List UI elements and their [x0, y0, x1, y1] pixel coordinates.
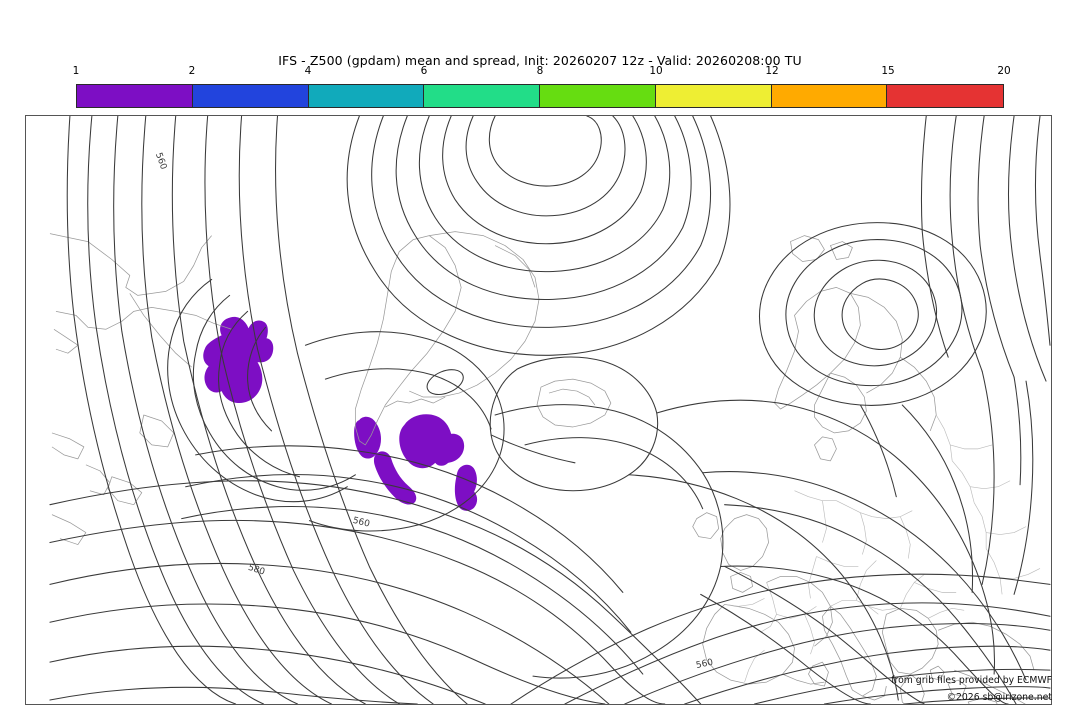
colorbar-segment-4-6 [308, 85, 425, 107]
contour-label-layer: 560 580 560 560 [153, 151, 714, 671]
colorbar-tick-6: 6 [420, 65, 428, 77]
colorbar-tick-12: 12 [765, 65, 779, 77]
map-canvas: 560 580 560 560 [49, 116, 1051, 704]
colorbar-segment-10-12 [655, 85, 772, 107]
colorbar-segment-15-20 [887, 85, 1003, 107]
map-panel: 560 580 560 560 [25, 115, 1052, 705]
colorbar-segment-6-8 [424, 85, 540, 107]
contour-label-560-nw: 560 [153, 151, 168, 171]
page-title: IFS - Z500 (gpdam) mean and spread, Init… [278, 53, 802, 68]
colorbar-segment-1-2 [77, 85, 193, 107]
coastline-layer [49, 231, 1041, 704]
colorbar-segment-12-15 [771, 85, 888, 107]
colorbar-tick-4: 4 [304, 65, 312, 77]
colorbar-tick-20: 20 [997, 65, 1011, 77]
colorbar: 1 2 4 6 8 10 12 15 20 [73, 65, 1011, 108]
spread-shading-layer [203, 316, 478, 511]
spread-region-north-atlantic-band-east [454, 464, 478, 511]
colorbar-tick-labels: 1 2 4 6 8 10 12 15 20 [72, 65, 1011, 81]
contour-label-560: 560 [352, 516, 371, 530]
colorbar-tick-8: 8 [536, 65, 544, 77]
colorbar-gradient [76, 84, 1004, 108]
data-source-credit: from grib files provided by ECMWF [891, 675, 1052, 686]
colorbar-tick-15: 15 [881, 65, 895, 77]
spread-region-north-atlantic-band-streak [373, 451, 417, 505]
colorbar-segment-8-10 [540, 85, 656, 107]
copyright-credit: ©2026 sb@irizone.net [946, 692, 1052, 703]
colorbar-tick-10: 10 [649, 65, 663, 77]
contour-label-560-se: 560 [695, 658, 714, 671]
colorbar-tick-2: 2 [188, 65, 196, 77]
spread-region-north-atlantic-band-mid [399, 414, 465, 469]
contour-layer [49, 116, 1051, 704]
colorbar-segment-2-4 [192, 85, 309, 107]
colorbar-tick-1: 1 [72, 65, 80, 77]
